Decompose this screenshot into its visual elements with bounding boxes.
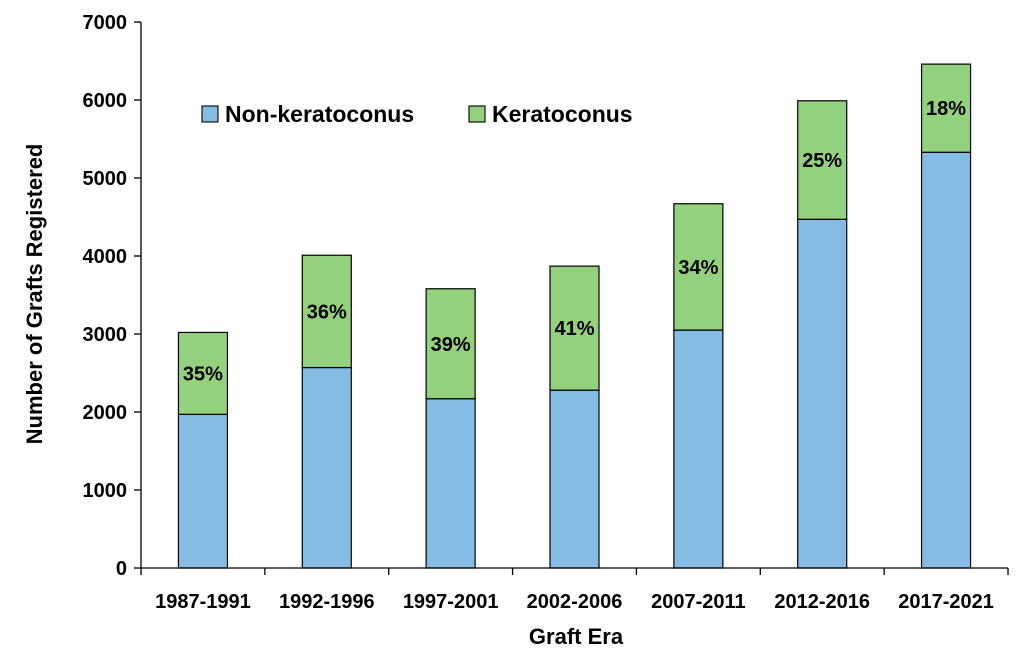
- data-label-2017-2021: 18%: [926, 98, 966, 120]
- y-tick-label: 5000: [83, 168, 128, 190]
- x-tick-label: 2007-2011: [651, 591, 746, 613]
- data-label-2002-2006: 41%: [554, 318, 594, 340]
- bars-group: 35% 36% 39% 41% 34% 25% 18%: [177, 63, 972, 569]
- legend-swatch: [468, 105, 486, 123]
- x-tick-label: 1997-2001: [403, 591, 499, 613]
- data-label-2012-2016: 25%: [802, 150, 842, 172]
- data-label-1997-2001: 39%: [431, 334, 471, 356]
- y-axis-title: Number of Grafts Registered: [22, 144, 47, 445]
- legend-label: Non-keratoconus: [225, 101, 414, 127]
- x-axis-title: Graft Era: [529, 624, 624, 649]
- x-tick-label: 1987-1991: [155, 591, 251, 613]
- bar-keratoconus-2002-2006: [549, 265, 600, 391]
- x-tick-label: 1992-1996: [279, 591, 375, 613]
- y-tick-label: 1000: [83, 480, 128, 502]
- x-tick-label: 2012-2016: [774, 591, 870, 613]
- data-label-1992-1996: 36%: [307, 301, 347, 323]
- y-tick-label: 6000: [83, 90, 128, 112]
- legend-label: Keratoconus: [492, 101, 633, 127]
- y-tick-label: 0: [116, 558, 127, 580]
- bar-non-keratoconus-1997-2001: [425, 398, 476, 569]
- x-tick-label: 2002-2006: [527, 591, 623, 613]
- bar-non-keratoconus-2017-2021: [920, 151, 972, 569]
- y-tick-label: 4000: [83, 246, 128, 268]
- bar-keratoconus-2012-2016: [797, 100, 848, 220]
- bar-keratoconus-1992-1996: [301, 254, 352, 369]
- data-label-2007-2011: 34%: [678, 257, 718, 279]
- y-tick-label: 2000: [83, 402, 128, 424]
- data-label-1987-1991: 35%: [183, 363, 223, 385]
- bar-keratoconus-2007-2011: [673, 203, 724, 331]
- bar-non-keratoconus-2012-2016: [797, 218, 848, 569]
- x-tick-label: 2017-2021: [898, 591, 994, 613]
- axes-group: 0 1000 2000 3000 4000 5000 6000 7000 1987-1991 19…: [83, 12, 1009, 613]
- bar-keratoconus-1987-1991: [177, 331, 229, 415]
- y-tick-label: 7000: [83, 12, 128, 34]
- bar-keratoconus-2017-2021: [920, 63, 972, 153]
- y-tick-label: 3000: [83, 324, 128, 346]
- bar-non-keratoconus-1992-1996: [301, 366, 352, 569]
- bar-non-keratoconus-2007-2011: [673, 329, 724, 569]
- bar-non-keratoconus-2002-2006: [549, 389, 600, 569]
- legend: Non-keratoconus Keratoconus: [201, 101, 633, 127]
- bar-keratoconus-1997-2001: [425, 288, 476, 400]
- legend-swatch: [201, 105, 219, 123]
- bar-non-keratoconus-1987-1991: [177, 413, 229, 569]
